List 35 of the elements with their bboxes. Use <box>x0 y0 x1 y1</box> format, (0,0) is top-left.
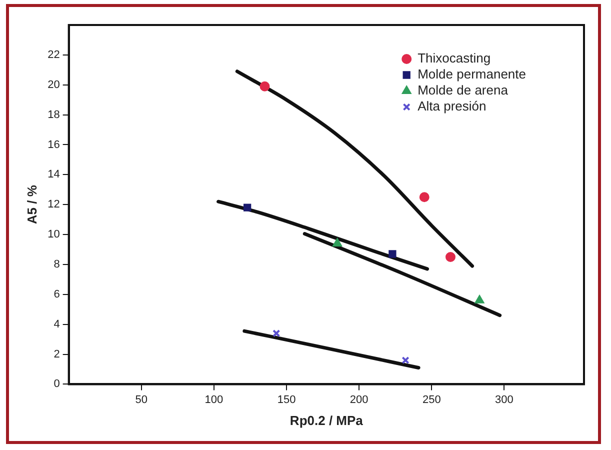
y-tick-label: 4 <box>54 318 60 330</box>
legend-label: Molde de arena <box>418 82 509 98</box>
point <box>402 356 410 364</box>
page-frame: Rp0.2 / MPa A5 / % 50 100 150 200 250 300 0 2 4 6 8 10 12 14 16 18 20 22 Thixocasting Molde permanente Molde de arena Alta presión <box>6 4 601 444</box>
y-tick-label: 14 <box>48 168 60 181</box>
y-tick-label: 16 <box>48 138 60 151</box>
point <box>272 329 280 338</box>
x-tick-label: 300 <box>495 394 514 406</box>
point <box>388 250 396 258</box>
x-tick-label: 250 <box>422 394 441 406</box>
y-tick-label: 0 <box>54 378 60 390</box>
point <box>260 81 270 92</box>
x-axis-title: Rp0.2 / MPa <box>290 412 364 428</box>
legend-label: Molde permanente <box>418 66 526 82</box>
point <box>445 252 456 262</box>
point <box>332 238 342 247</box>
line-series <box>216 200 430 271</box>
y-tick-label: 2 <box>54 348 60 360</box>
y-tick-label: 6 <box>54 288 60 300</box>
y-tick-label: 18 <box>48 108 60 121</box>
y-tick-label: 20 <box>48 78 60 91</box>
y-tick-label: 12 <box>48 198 60 211</box>
x-tick-label: 100 <box>204 394 224 406</box>
x-tick-label: 150 <box>277 394 296 406</box>
point <box>475 295 484 304</box>
x-tick-label: 200 <box>350 394 368 406</box>
y-tick-label: 10 <box>48 228 60 241</box>
point <box>419 192 430 202</box>
legend-label: Alta presión <box>418 98 486 114</box>
y-tick-label: 22 <box>48 48 60 61</box>
y-tick-label: 8 <box>54 258 60 270</box>
x-tick-label: 50 <box>135 394 148 406</box>
legend-label: Thixocasting <box>418 50 491 66</box>
y-axis-title: A5 / % <box>24 184 40 224</box>
point <box>244 204 252 212</box>
